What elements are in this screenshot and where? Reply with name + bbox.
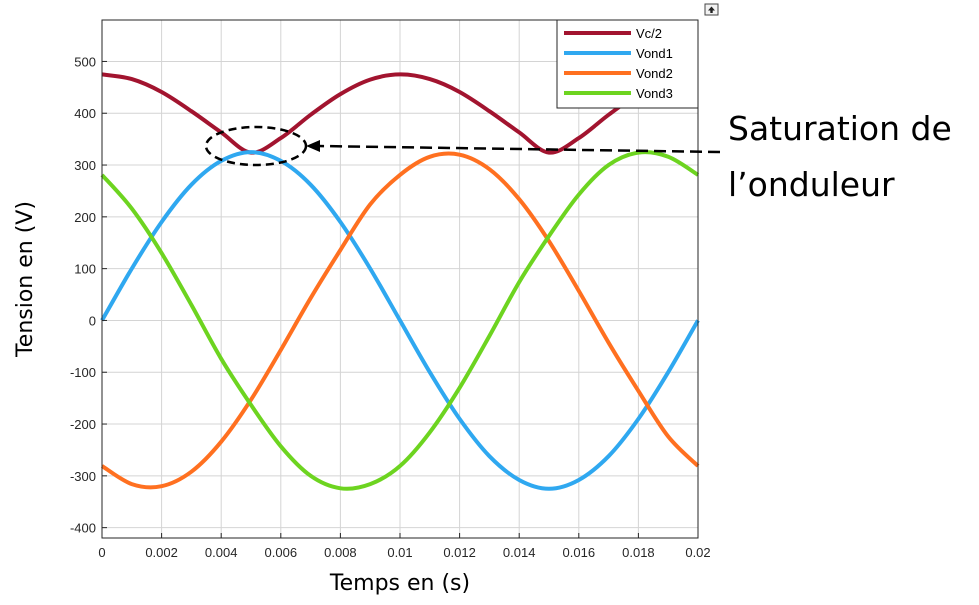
y-tick-label: 400 [74, 106, 96, 121]
x-tick-label: 0.004 [205, 545, 238, 560]
x-tick-label: 0.01 [387, 545, 412, 560]
series-line-vond3 [100, 150, 700, 491]
x-tick-label: 0 [98, 545, 105, 560]
x-tick-label: 0.018 [622, 545, 655, 560]
legend: Vc/2 Vond1 Vond2 Vond3 [556, 19, 699, 109]
y-tick-label: 100 [74, 262, 96, 277]
legend-label: Vc/2 [636, 26, 662, 41]
saturation-annotation: Saturation de l’onduleur [204, 109, 952, 204]
y-tick-label: 500 [74, 54, 96, 69]
y-tick-label: 300 [74, 158, 96, 173]
y-tick-label: 0 [89, 313, 96, 328]
legend-label: Vond3 [636, 86, 673, 101]
x-tick-label: 0.002 [145, 545, 178, 560]
x-tick-label: 0.008 [324, 545, 357, 560]
annotation-line-1: Saturation de [728, 109, 952, 148]
annotation-arrowhead [306, 140, 320, 152]
legend-label: Vond1 [636, 46, 673, 61]
y-tick-label: 200 [74, 210, 96, 225]
y-tick-label: -400 [70, 521, 96, 536]
y-axis-label: Tension en (V) [13, 201, 38, 358]
x-axis-label: Temps en (s) [329, 571, 470, 596]
series-line-vond2 [100, 151, 700, 490]
x-tick-label: 0.012 [443, 545, 476, 560]
series-line-vc-2 [101, 72, 699, 155]
ticks: 0 0.002 0.004 0.006 0.008 0.01 0.012 0.014 0.016… [70, 54, 711, 560]
legend-label: Vond2 [636, 66, 673, 81]
x-tick-label: 0.02 [685, 545, 710, 560]
arrow-up-icon [708, 6, 715, 13]
y-tick-label: -100 [70, 365, 96, 380]
x-tick-label: 0.006 [265, 545, 298, 560]
series-line-vond1 [100, 150, 700, 491]
x-tick-label: 0.016 [563, 545, 596, 560]
series-layer [100, 72, 700, 491]
annotation-arrow-line [317, 144, 721, 154]
y-tick-label: -300 [70, 469, 96, 484]
x-tick-label: 0.014 [503, 545, 536, 560]
y-tick-label: -200 [70, 417, 96, 432]
annotation-line-2: l’onduleur [728, 165, 895, 204]
plot-tools-button[interactable] [704, 3, 719, 16]
